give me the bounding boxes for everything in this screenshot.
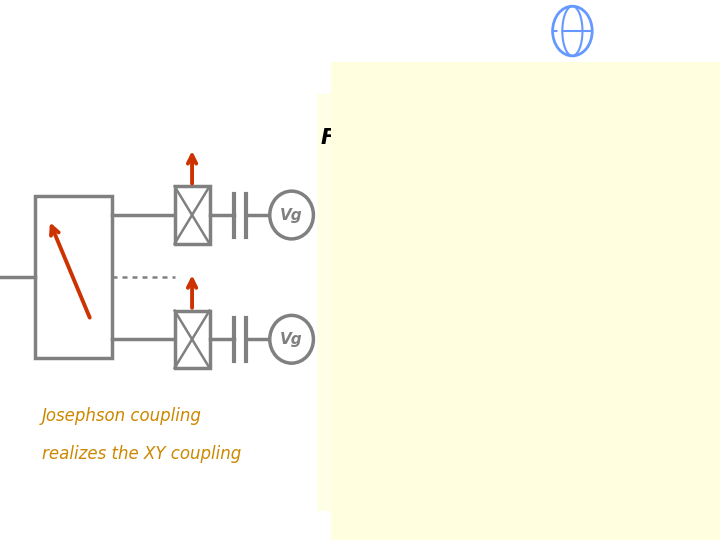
Bar xyxy=(175,310,210,368)
Bar xyxy=(35,196,112,359)
Text: F: F xyxy=(321,128,336,148)
Text: ST: ST xyxy=(536,21,567,41)
Text: Vg: Vg xyxy=(280,332,303,347)
Ellipse shape xyxy=(270,315,313,363)
Text: Vg: Vg xyxy=(280,207,303,222)
Ellipse shape xyxy=(270,191,313,239)
X-axis label: U₁: U₁ xyxy=(418,486,438,504)
Bar xyxy=(175,186,210,244)
Text: realizes the XY coupling: realizes the XY coupling xyxy=(42,445,241,463)
Text: Josephson coupling: Josephson coupling xyxy=(42,407,202,425)
Y-axis label: U₂: U₂ xyxy=(683,458,703,476)
Text: Quantum cloning with Josephson qubits: Quantum cloning with Josephson qubits xyxy=(11,22,449,40)
Text: NE: NE xyxy=(504,21,538,41)
